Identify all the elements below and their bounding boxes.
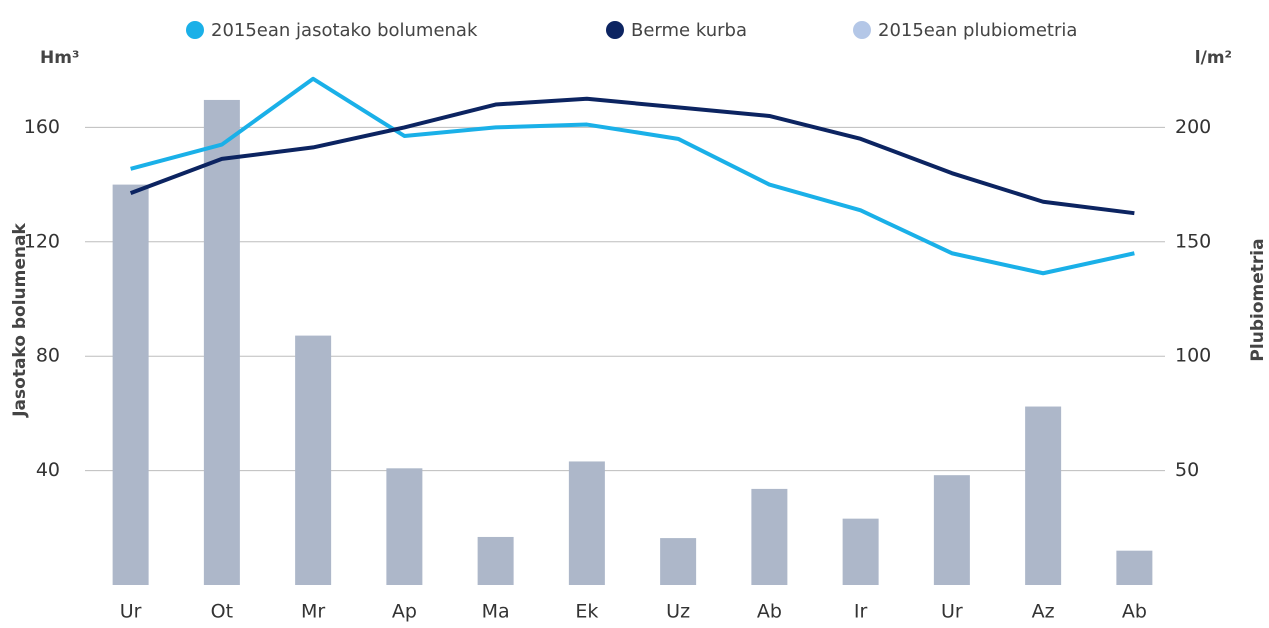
y2-axis-title: Plubiometria [1248,238,1268,361]
bar [386,468,423,585]
bar [842,518,879,585]
y2-tick-label: 150 [1175,230,1211,252]
x-tick-label: Mr [301,601,325,623]
bar [751,488,788,585]
bar [568,461,605,585]
x-tick-label: Ek [575,601,598,623]
bar [112,184,149,585]
x-tick-label: Ab [1122,601,1147,623]
y2-tick-label: 100 [1175,345,1211,367]
bar [295,335,332,585]
line [129,96,1135,216]
y-tick-label: 40 [36,459,60,481]
x-tick-label: Ir [854,601,868,623]
y-tick-label: 160 [24,116,60,138]
x-tick-label: Ur [120,601,142,623]
y-tick-label: 120 [24,230,60,252]
bar [203,99,240,585]
y2-tick-label: 50 [1175,459,1199,481]
x-tick-label: Ur [941,601,963,623]
bar [1116,550,1153,585]
x-tick-label: Ap [392,601,417,623]
x-tick-label: Az [1032,601,1055,623]
line [130,76,1135,276]
legend-label: 2015ean plubiometria [878,20,1077,41]
y2-tick-label: 200 [1175,116,1211,138]
y-unit: Hm³ [40,48,79,68]
legend-label: 2015ean jasotako bolumenak [211,20,478,41]
bar [477,536,514,585]
x-tick-label: Ma [482,601,510,623]
legend-marker [853,21,871,39]
legend-marker [186,21,204,39]
x-tick-label: Ot [211,601,233,623]
bar [1025,406,1062,585]
legend-label: Berme kurba [631,20,747,41]
x-tick-label: Ab [757,601,782,623]
bar [933,475,970,585]
y-axis-title: Jasotako bolumenak [10,223,30,418]
y2-unit: l/m² [1195,48,1232,68]
x-tick-label: Uz [666,601,690,623]
legend-marker [606,21,624,39]
bar [660,538,697,585]
y-tick-label: 80 [36,345,60,367]
